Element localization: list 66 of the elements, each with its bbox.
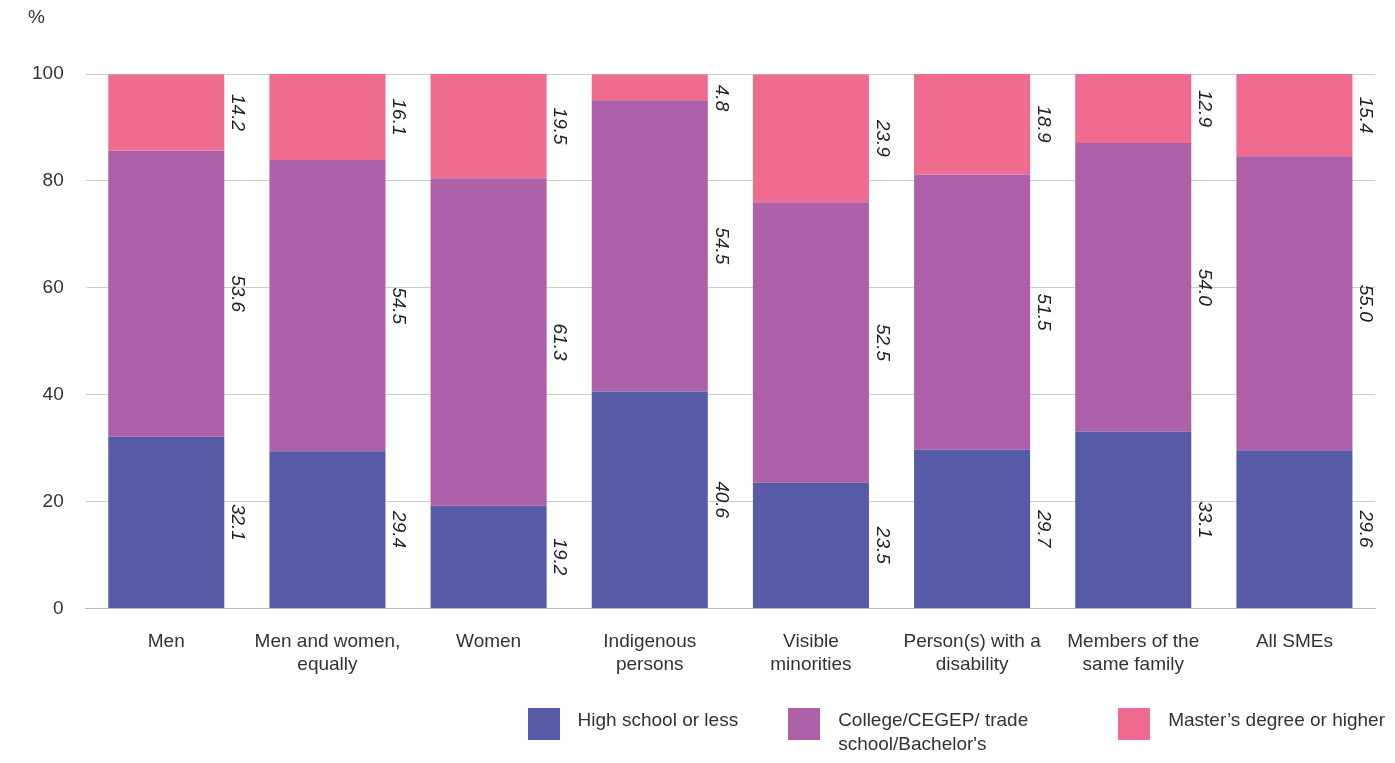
bar (1236, 74, 1353, 157)
y-tick-label: 0 (53, 596, 64, 618)
data-label: 40.6 (711, 481, 733, 519)
bar (108, 436, 225, 608)
bar (1236, 156, 1353, 451)
data-label: 18.9 (1033, 105, 1055, 143)
bar (591, 391, 708, 608)
y-tick-label: 60 (42, 275, 64, 297)
legend-label: High school or less (577, 708, 739, 732)
data-label: 29.4 (389, 510, 411, 549)
bar (1236, 450, 1353, 608)
data-label: 16.1 (389, 98, 411, 136)
data-label: 32.1 (228, 503, 250, 541)
data-label: 54.5 (711, 227, 733, 265)
y-tick-label: 80 (42, 169, 64, 191)
data-label: 19.2 (550, 538, 572, 576)
data-label: 33.1 (1194, 501, 1216, 539)
bar (591, 100, 708, 392)
x-tick-label: Members of the same family (1067, 630, 1200, 674)
bar (914, 174, 1031, 450)
x-tick-label: Men (147, 630, 185, 652)
data-label: 54.5 (389, 287, 411, 325)
bar (752, 74, 869, 203)
bar (914, 74, 1031, 175)
x-tick-label: Men and women, equally (254, 630, 401, 674)
bar (1075, 431, 1192, 608)
data-label: 19.5 (550, 107, 572, 146)
data-label: 29.7 (1033, 509, 1055, 549)
legend-label: Master’s degree or higher (1168, 708, 1385, 732)
bar (430, 74, 547, 179)
data-label: 55.0 (1356, 284, 1378, 323)
bar (1075, 74, 1192, 143)
data-label: 53.6 (228, 275, 250, 313)
bar (430, 505, 547, 608)
bar (430, 178, 547, 506)
data-label: 51.5 (1033, 293, 1055, 331)
bar (269, 160, 386, 452)
x-tick-label: Women (456, 630, 522, 652)
data-label: 54.0 (1194, 268, 1216, 307)
data-label: 23.9 (872, 118, 894, 158)
x-tick-label: Person(s) with a disability (903, 630, 1042, 674)
bar (752, 202, 869, 483)
data-label: 15.4 (1356, 96, 1378, 134)
data-label: 4.8 (711, 84, 733, 112)
y-tick-label: 20 (42, 489, 64, 511)
bar (1075, 142, 1192, 432)
y-tick-label: 100 (32, 62, 64, 84)
bar (108, 74, 225, 151)
bar (269, 451, 386, 608)
bar (914, 449, 1031, 608)
data-label: 29.6 (1356, 509, 1378, 548)
data-label: 23.5 (872, 525, 894, 565)
data-label: 52.5 (872, 324, 894, 362)
data-label: 12.9 (1194, 89, 1216, 128)
data-label: 61.3 (550, 323, 572, 361)
x-tick-label: All SMEs (1255, 630, 1333, 652)
data-label: 14.2 (228, 93, 250, 132)
x-tick-label: Visible minorities (770, 630, 852, 674)
legend-label: College/CEGEP/ trade school/Bachelor's (838, 708, 1030, 756)
bar (269, 74, 386, 161)
bar (752, 482, 869, 608)
bar (591, 74, 708, 101)
x-tick-label: Indigenous persons (603, 630, 697, 674)
y-tick-label: 40 (42, 382, 64, 404)
bar (108, 150, 225, 437)
y-axis-title: % (28, 5, 45, 27)
